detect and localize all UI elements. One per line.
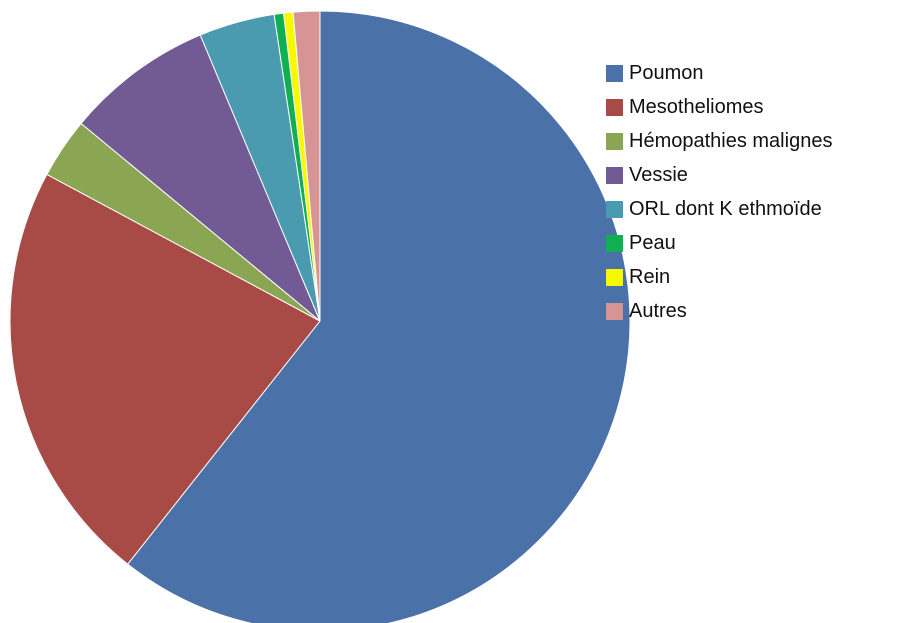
legend-swatch [606, 268, 623, 286]
pie-slice-4 [80, 34, 321, 322]
pie-slice-2 [9, 173, 321, 565]
legend-item: Rein [606, 260, 904, 294]
legend-item: Mesotheliomes [606, 90, 904, 124]
legend-swatch [606, 98, 623, 116]
legend: Poumon Mesotheliomes Hémopathies malignes V… [606, 56, 904, 328]
legend-label: Rein [629, 266, 671, 288]
legend-swatch [606, 64, 623, 82]
legend-item: Peau [606, 226, 904, 260]
legend-swatch [606, 302, 623, 320]
legend-label: Hémopathies malignes [629, 130, 833, 152]
legend-item: ORL dont K ethmoïde [606, 192, 904, 226]
legend-label: Mesotheliomes [629, 96, 764, 118]
legend-swatch [606, 234, 623, 252]
legend-label: Vessie [629, 164, 688, 186]
legend-swatch [606, 200, 623, 218]
legend-swatch [606, 166, 623, 184]
legend-label: Peau [629, 232, 676, 254]
legend-item: Hémopathies malignes [606, 124, 904, 158]
legend-item: Poumon [606, 56, 904, 90]
pie-slice-1 [126, 10, 631, 623]
legend-item: Autres [606, 294, 904, 328]
pie-slice-8 [292, 10, 321, 322]
legend-label: Poumon [629, 62, 704, 84]
legend-label: ORL dont K ethmoïde [629, 198, 822, 220]
legend-label: Autres [629, 300, 687, 322]
legend-swatch [606, 132, 623, 150]
legend-item: Vessie [606, 158, 904, 192]
pie-slices [9, 10, 631, 623]
